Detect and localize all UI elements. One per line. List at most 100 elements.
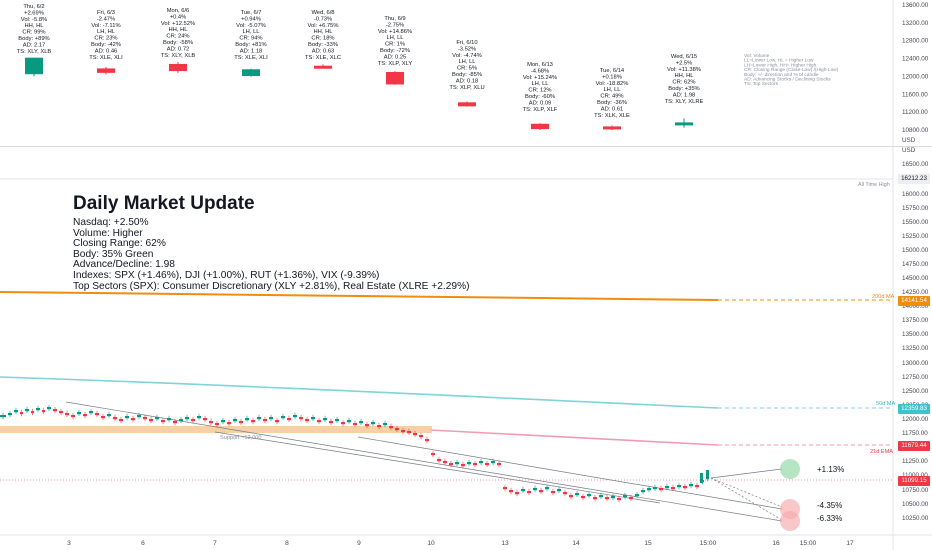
intraday-candle[interactable] [599,495,603,498]
intraday-candle[interactable] [551,491,555,494]
intraday-candle[interactable] [227,422,231,425]
intraday-candle[interactable] [299,417,303,420]
intraday-candle[interactable] [419,435,423,438]
intraday-candle[interactable] [323,418,327,421]
intraday-candle[interactable] [53,409,57,412]
daily-candle-body[interactable] [531,123,549,130]
intraday-candle[interactable] [539,490,543,493]
intraday-candle[interactable] [209,421,213,424]
daily-candle-body[interactable] [25,57,43,75]
intraday-candle[interactable] [251,420,255,423]
intraday-candle[interactable] [359,421,363,424]
intraday-candle[interactable] [617,498,621,501]
intraday-candle[interactable] [353,423,357,426]
intraday-candle[interactable] [185,417,189,420]
intraday-candle[interactable] [317,420,321,423]
intraday-candle[interactable] [167,418,171,421]
intraday-candle[interactable] [335,419,339,422]
last-candle[interactable] [706,470,709,477]
intraday-candle[interactable] [635,494,639,497]
intraday-candle[interactable] [407,431,411,434]
intraday-candle[interactable] [161,420,165,423]
ma200-price-tag[interactable]: 14141.54 [898,296,930,306]
main-price-axis[interactable]: 16500.00 16000.00 15750.00 15500.00 15250.00… [902,147,929,522]
intraday-candle[interactable] [311,417,315,420]
intraday-candle[interactable] [521,489,525,492]
intraday-candle[interactable] [179,419,183,422]
intraday-candle[interactable] [689,484,693,487]
intraday-candle[interactable] [497,463,501,466]
intraday-candle[interactable] [389,426,393,429]
daily-candle-body[interactable] [603,126,621,130]
intraday-candle[interactable] [545,487,549,490]
ma50-line[interactable] [0,376,719,409]
intraday-candle[interactable] [113,417,117,420]
intraday-candle[interactable] [461,464,465,467]
intraday-candle[interactable] [137,415,141,418]
intraday-candle[interactable] [341,422,345,425]
intraday-candle[interactable] [431,453,435,456]
intraday-candle[interactable] [119,419,123,422]
intraday-candle[interactable] [706,477,709,480]
intraday-candle[interactable] [65,413,69,416]
intraday-candle[interactable] [293,415,297,418]
ma200-line[interactable] [0,291,719,301]
intraday-candle[interactable] [425,439,429,442]
intraday-candle[interactable] [605,497,609,500]
intraday-candle[interactable] [509,490,513,493]
intraday-candle[interactable] [25,409,29,412]
support-zone[interactable] [0,426,432,433]
intraday-candle[interactable] [155,417,159,420]
intraday-candle[interactable] [0,415,6,418]
intraday-candles[interactable] [0,404,893,503]
intraday-candle[interactable] [173,421,177,424]
daily-candle-body[interactable] [242,69,260,76]
market-update-note[interactable]: Daily Market Update Nasdaq: +2.50% Volum… [73,192,470,292]
intraday-candle[interactable] [533,488,537,491]
intraday-candle[interactable] [695,485,699,488]
intraday-candle[interactable] [455,462,459,465]
intraday-candle[interactable] [233,419,237,422]
intraday-candle[interactable] [557,489,561,492]
intraday-candle[interactable] [287,418,291,421]
daily-candle-body[interactable] [314,65,332,69]
ath-price-tag[interactable]: 16212.23 [898,174,930,184]
intraday-candle[interactable] [203,418,207,421]
intraday-candle[interactable] [31,411,34,414]
intraday-candle[interactable] [257,417,261,420]
intraday-candle[interactable] [527,491,531,494]
intraday-candle[interactable] [215,423,219,426]
intraday-candle[interactable] [629,497,633,500]
intraday-candle[interactable] [191,419,195,422]
intraday-candle[interactable] [59,411,63,414]
intraday-candle[interactable] [20,412,23,415]
intraday-candle[interactable] [347,420,351,423]
intraday-candle[interactable] [239,421,243,424]
intraday-candle[interactable] [149,419,153,422]
intraday-candle[interactable] [131,418,135,421]
daily-candle-body[interactable] [458,102,476,107]
intraday-candle[interactable] [329,421,333,424]
intraday-candle[interactable] [587,494,591,497]
last-candle[interactable] [700,473,703,483]
intraday-candle[interactable] [365,424,369,427]
time-axis[interactable]: 3 6 7 8 9 10 13 14 15 15:00 16 15:00 17 [67,540,854,547]
intraday-candle[interactable] [665,486,669,489]
intraday-candle[interactable] [107,414,111,417]
intraday-candle[interactable] [449,463,453,466]
intraday-candle[interactable] [413,433,417,436]
daily-candle-body[interactable] [386,71,404,85]
intraday-candle[interactable] [383,423,387,426]
target-up-marker[interactable] [780,459,800,479]
target-down2-marker[interactable] [780,511,800,531]
intraday-candle[interactable] [491,461,495,464]
intraday-candle[interactable] [623,495,627,498]
intraday-candle[interactable] [95,413,99,416]
intraday-candle[interactable] [42,410,45,413]
price-chart-pane[interactable]: 16500.00 16000.00 15750.00 15500.00 15250.00… [0,147,932,550]
intraday-candle[interactable] [281,416,285,419]
